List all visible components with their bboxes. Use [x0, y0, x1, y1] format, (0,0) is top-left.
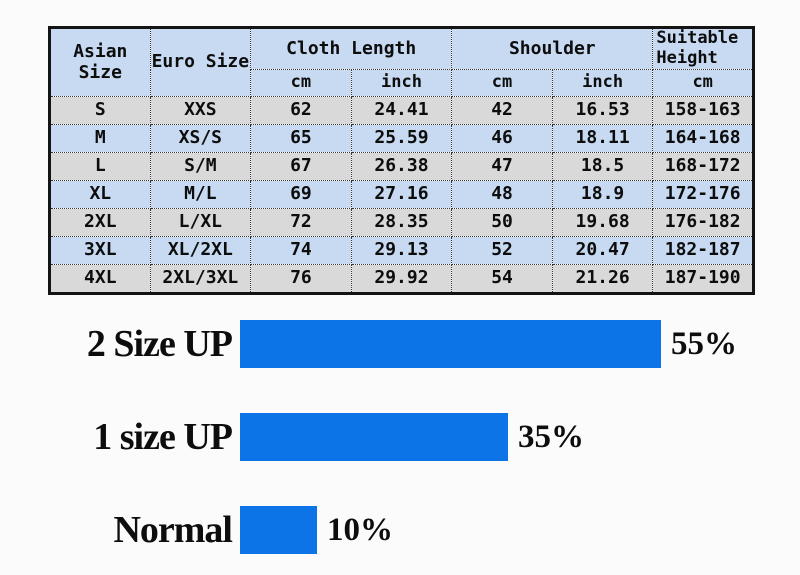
bar-1-size-up [240, 413, 508, 461]
table-row: 2XL L/XL 72 28.35 50 19.68 176-182 [49, 208, 754, 237]
table-cell: 72 [250, 208, 352, 237]
bar-2-size-up [240, 320, 661, 368]
bar-category-label: Normal [113, 509, 233, 551]
col-header-suitable-height: Suitable Height [652, 27, 754, 70]
table-cell: 67 [250, 152, 352, 181]
table-cell: 21.26 [551, 264, 654, 294]
col-header-shoulder: Shoulder [451, 27, 654, 70]
table-cell: 18.5 [551, 152, 654, 181]
table-row: 4XL 2XL/3XL 76 29.92 54 21.26 187-190 [49, 264, 754, 294]
table-cell: 74 [250, 236, 352, 265]
unit-shoulder-inch: inch [551, 69, 654, 97]
table-cell: 29.92 [350, 264, 453, 294]
table-cell: 25.59 [350, 124, 453, 153]
table-cell: S [49, 96, 151, 125]
table-cell: XS/S [149, 124, 252, 153]
bar-value-label: 10% [327, 511, 393, 548]
col-header-asian-size: Asian Size [49, 27, 151, 97]
col-header-euro-size: Euro Size [149, 27, 252, 97]
table-cell: 76 [250, 264, 352, 294]
table-row: 3XL XL/2XL 74 29.13 52 20.47 182-187 [49, 236, 754, 265]
suitable-height-line2: Height [656, 48, 718, 68]
size-recommendation-bar-chart: 2 Size UP 55% 1 size UP 35% Normal 10% [48, 320, 778, 554]
table-cell: L/XL [149, 208, 252, 237]
table-cell: M/L [149, 180, 252, 209]
table-cell: 69 [250, 180, 352, 209]
table-cell: 158-163 [652, 96, 754, 125]
table-cell: 20.47 [551, 236, 654, 265]
header-unit-row: cm inch cm inch cm [50, 69, 754, 97]
table-cell: 19.68 [551, 208, 654, 237]
header-group-row: Asian Size Euro Size Cloth Length Should… [49, 27, 754, 97]
table-cell: 168-172 [652, 152, 754, 181]
asian-size-line1: Asian [73, 40, 128, 62]
bar-row: Normal 10% [48, 506, 778, 554]
bar-row: 1 size UP 35% [48, 413, 778, 461]
size-table-header: Asian Size Euro Size Cloth Length Should… [49, 27, 754, 97]
unit-shoulder-cm: cm [451, 69, 553, 97]
table-cell: 164-168 [652, 124, 754, 153]
suitable-height-line1: Suitable [656, 28, 739, 49]
table-cell: 16.53 [551, 96, 654, 125]
table-cell: XXS [149, 96, 252, 125]
table-cell: 28.35 [350, 208, 453, 237]
unit-cloth-length-cm: cm [250, 69, 352, 97]
table-cell: 18.9 [551, 180, 654, 209]
table-row: XL M/L 69 27.16 48 18.9 172-176 [49, 180, 754, 209]
table-cell: 2XL/3XL [149, 264, 252, 294]
table-cell: 48 [451, 180, 553, 209]
bar-normal [240, 506, 317, 554]
table-cell: 29.13 [350, 236, 453, 265]
table-cell: 47 [451, 152, 553, 181]
table-cell: 176-182 [652, 208, 754, 237]
asian-size-line2: Size [78, 61, 122, 83]
table-row: M XS/S 65 25.59 46 18.11 164-168 [49, 124, 754, 153]
table-cell: 182-187 [652, 236, 754, 265]
table-cell: 54 [451, 264, 553, 294]
table-cell: M [49, 124, 151, 153]
unit-height-cm: cm [652, 69, 754, 97]
table-cell: 65 [250, 124, 352, 153]
table-cell: 4XL [49, 264, 151, 294]
table-cell: 50 [451, 208, 553, 237]
table-cell: 46 [451, 124, 553, 153]
table-cell: 172-176 [652, 180, 754, 209]
table-cell: 18.11 [551, 124, 654, 153]
table-cell: 52 [451, 236, 553, 265]
table-cell: 62 [250, 96, 352, 125]
table-cell: 187-190 [652, 264, 754, 294]
table-cell: 27.16 [350, 180, 453, 209]
table-cell: 3XL [49, 236, 151, 265]
table-cell: 26.38 [350, 152, 453, 181]
bar-value-label: 35% [518, 418, 584, 455]
bar-row: 2 Size UP 55% [48, 320, 778, 368]
bar-category-label: 2 Size UP [86, 323, 233, 365]
size-chart-table: Asian Size Euro Size Cloth Length Should… [48, 26, 755, 295]
table-cell: S/M [149, 152, 252, 181]
col-header-cloth-length: Cloth Length [250, 27, 453, 70]
table-row: L S/M 67 26.38 47 18.5 168-172 [49, 152, 754, 181]
table-cell: L [49, 152, 151, 181]
table-cell: 2XL [49, 208, 151, 237]
bar-value-label: 55% [671, 325, 737, 362]
table-cell: XL [49, 180, 151, 209]
unit-cloth-length-inch: inch [350, 69, 453, 97]
bar-category-label: 1 size UP [93, 416, 233, 458]
table-row: S XXS 62 24.41 42 16.53 158-163 [49, 96, 754, 125]
table-cell: 42 [451, 96, 553, 125]
table-cell: 24.41 [350, 96, 453, 125]
size-table-body: S XXS 62 24.41 42 16.53 158-163 M XS/S 6… [49, 96, 754, 294]
table-cell: XL/2XL [149, 236, 252, 265]
